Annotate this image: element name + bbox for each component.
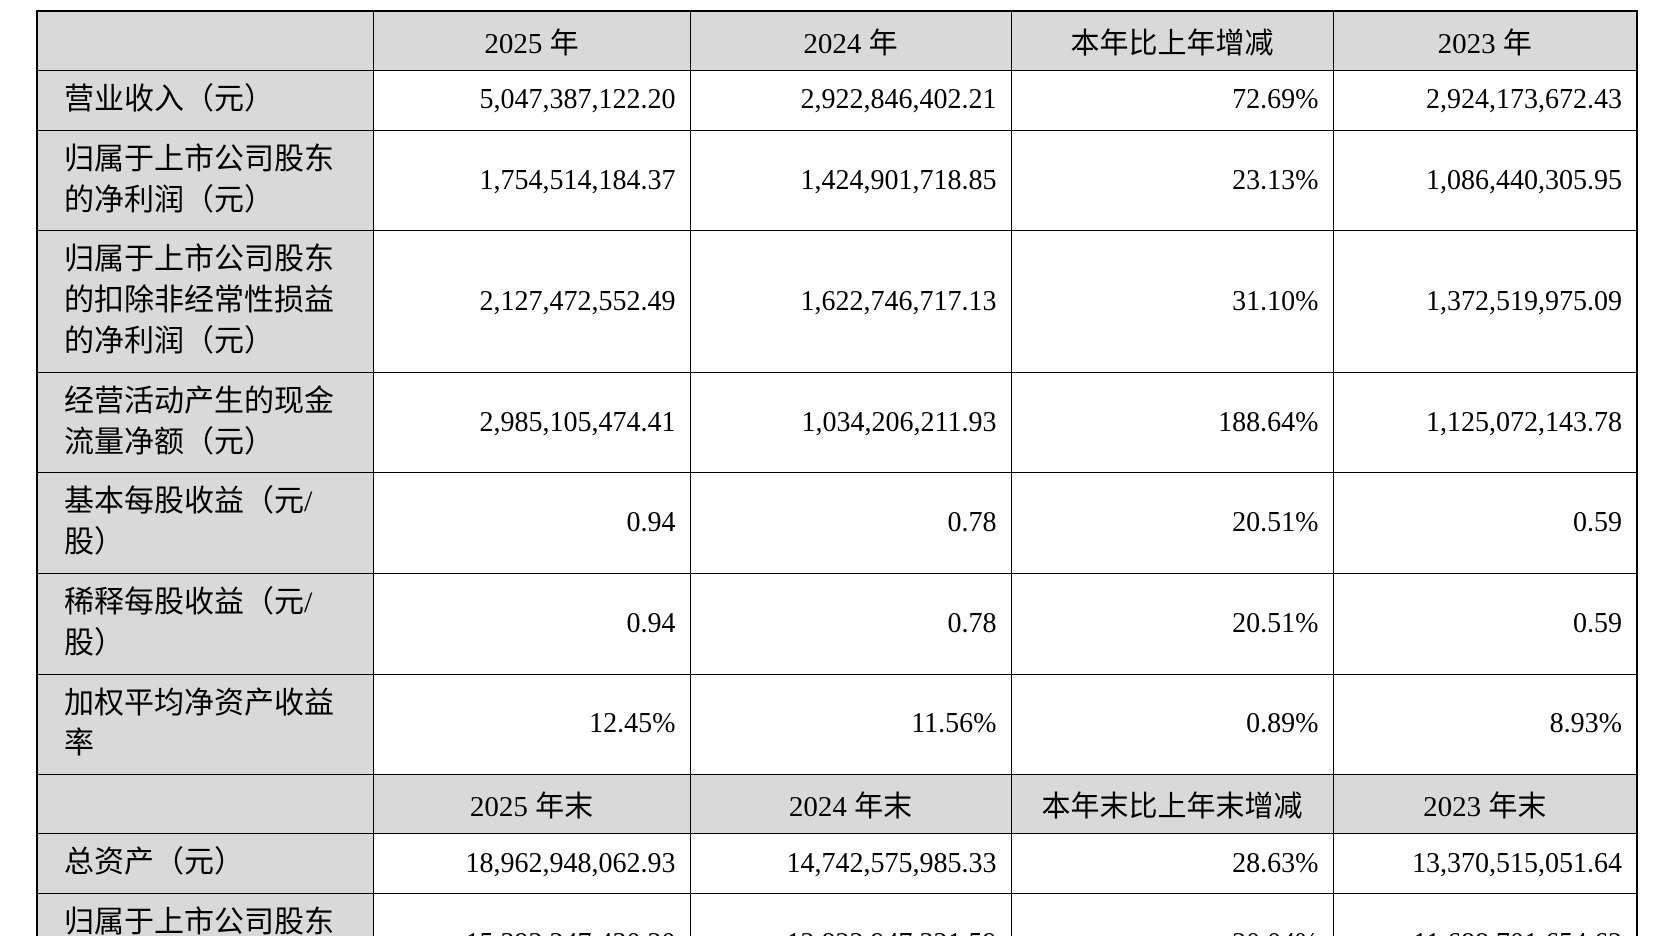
- row-label: 稀释每股收益（元/股）: [36, 572, 374, 675]
- value-2024: 1,622,746,717.13: [689, 230, 1012, 373]
- column-header-yoy-change: 本年比上年增减: [1010, 10, 1334, 71]
- row-label: 基本每股收益（元/股）: [36, 472, 374, 574]
- value-2023: 0.59: [1332, 572, 1638, 675]
- row-label: 归属于上市公司股东的净利润（元）: [36, 129, 374, 232]
- value-yoy-change: 20.51%: [1010, 472, 1334, 574]
- row-label: 归属于上市公司股东的扣除非经常性损益的净利润（元）: [36, 230, 374, 373]
- row-label: 营业收入（元）: [36, 70, 374, 131]
- blank-corner-cell: [36, 10, 374, 71]
- value-yoy-change: 0.89%: [1010, 673, 1334, 776]
- table-row-weighted-avg-roe: 加权平均净资产收益率 12.45% 11.56% 0.89% 8.93%: [36, 673, 1638, 776]
- value-end-yoy-change: 28.63%: [1010, 833, 1334, 894]
- value-2024: 11.56%: [689, 673, 1012, 776]
- value-2025: 12.45%: [372, 673, 691, 776]
- period-end-header-row: 2025 年末 2024 年末 本年末比上年末增减 2023 年末: [36, 774, 1638, 835]
- value-2025: 2,127,472,552.49: [372, 230, 691, 373]
- value-2025: 1,754,514,184.37: [372, 129, 691, 232]
- table-row-net-profit-excl-nonrecurring: 归属于上市公司股东的扣除非经常性损益的净利润（元） 2,127,472,552.…: [36, 230, 1638, 373]
- value-2025: 5,047,387,122.20: [372, 70, 691, 131]
- table-row-net-profit: 归属于上市公司股东的净利润（元） 1,754,514,184.37 1,424,…: [36, 129, 1638, 232]
- column-header-2024: 2024 年: [689, 10, 1012, 71]
- value-end-2024: 14,742,575,985.33: [689, 833, 1012, 894]
- value-2024: 2,922,846,402.21: [689, 70, 1012, 131]
- column-header-2025: 2025 年: [372, 10, 691, 71]
- table-row-diluted-eps: 稀释每股收益（元/股） 0.94 0.78 20.51% 0.59: [36, 572, 1638, 675]
- value-yoy-change: 23.13%: [1010, 129, 1334, 232]
- table-row-operating-revenue: 营业收入（元） 5,047,387,122.20 2,922,846,402.2…: [36, 70, 1638, 131]
- column-header-end-yoy-change: 本年末比上年末增减: [1010, 774, 1334, 835]
- value-yoy-change: 31.10%: [1010, 230, 1334, 373]
- column-header-2023: 2023 年: [1332, 10, 1638, 71]
- column-header-end-2024: 2024 年末: [689, 774, 1012, 835]
- value-2023: 1,125,072,143.78: [1332, 371, 1638, 474]
- value-end-2023: 13,370,515,051.64: [1332, 833, 1638, 894]
- value-2024: 0.78: [689, 472, 1012, 574]
- column-header-end-2023: 2023 年末: [1332, 774, 1638, 835]
- table-row-total-assets: 总资产（元） 18,962,948,062.93 14,742,575,985.…: [36, 833, 1638, 894]
- financial-summary-table: 2025 年 2024 年 本年比上年增减 2023 年 营业收入（元） 5,0…: [36, 10, 1638, 936]
- table-row-basic-eps: 基本每股收益（元/股） 0.94 0.78 20.51% 0.59: [36, 472, 1638, 574]
- value-2023: 1,086,440,305.95: [1332, 129, 1638, 232]
- value-2025: 0.94: [372, 472, 691, 574]
- row-label: 归属于上市公司股东的净资产（元）: [36, 892, 374, 936]
- value-end-2025: 15,393,247,430.20: [372, 892, 691, 936]
- value-yoy-change: 20.51%: [1010, 572, 1334, 675]
- value-end-2025: 18,962,948,062.93: [372, 833, 691, 894]
- value-2024: 1,034,206,211.93: [689, 371, 1012, 474]
- table-row-operating-cash-flow: 经营活动产生的现金流量净额（元） 2,985,105,474.41 1,034,…: [36, 371, 1638, 474]
- value-end-yoy-change: 20.04%: [1010, 892, 1334, 936]
- blank-corner-cell: [36, 774, 374, 835]
- column-header-end-2025: 2025 年末: [372, 774, 691, 835]
- value-yoy-change: 72.69%: [1010, 70, 1334, 131]
- value-2025: 2,985,105,474.41: [372, 371, 691, 474]
- value-2023: 2,924,173,672.43: [1332, 70, 1638, 131]
- value-yoy-change: 188.64%: [1010, 371, 1334, 474]
- annual-header-row: 2025 年 2024 年 本年比上年增减 2023 年: [36, 10, 1638, 71]
- row-label: 加权平均净资产收益率: [36, 673, 374, 776]
- value-end-2024: 12,822,947,321.59: [689, 892, 1012, 936]
- value-2024: 0.78: [689, 572, 1012, 675]
- value-2023: 8.93%: [1332, 673, 1638, 776]
- row-label: 总资产（元）: [36, 833, 374, 894]
- value-2023: 0.59: [1332, 472, 1638, 574]
- value-2025: 0.94: [372, 572, 691, 675]
- value-2024: 1,424,901,718.85: [689, 129, 1012, 232]
- row-label: 经营活动产生的现金流量净额（元）: [36, 371, 374, 474]
- value-end-2023: 11,688,701,654.62: [1332, 892, 1638, 936]
- value-2023: 1,372,519,975.09: [1332, 230, 1638, 373]
- table-row-net-assets: 归属于上市公司股东的净资产（元） 15,393,247,430.20 12,82…: [36, 892, 1638, 936]
